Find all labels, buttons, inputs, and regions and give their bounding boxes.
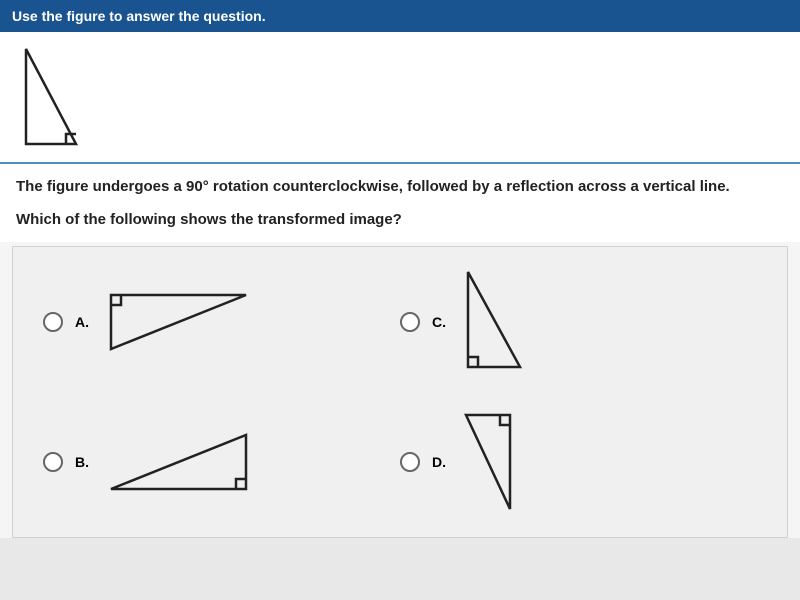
option-a[interactable]: A. (43, 267, 400, 377)
question-line-2: Which of the following shows the transfo… (0, 203, 800, 242)
radio-d[interactable] (400, 452, 420, 472)
radio-c[interactable] (400, 312, 420, 332)
question-pre: The figure undergoes a (16, 178, 186, 195)
triangle-d (458, 407, 518, 517)
original-triangle-svg (16, 44, 86, 149)
question-angle: 90° (186, 178, 209, 195)
triangle-b (101, 427, 251, 497)
option-b-label: B. (75, 454, 89, 470)
option-d-label: D. (432, 454, 446, 470)
options-container: A. C. B. (12, 246, 788, 538)
original-figure (0, 32, 800, 162)
radio-a[interactable] (43, 312, 63, 332)
option-c-label: C. (432, 314, 446, 330)
question-post: rotation counterclockwise, followed by a… (209, 178, 730, 195)
option-a-label: A. (75, 314, 89, 330)
triangle-c (458, 267, 528, 377)
option-c[interactable]: C. (400, 267, 757, 377)
radio-b[interactable] (43, 452, 63, 472)
option-b[interactable]: B. (43, 407, 400, 517)
option-d[interactable]: D. (400, 407, 757, 517)
content-area: The figure undergoes a 90° rotation coun… (0, 32, 800, 538)
question-line-1: The figure undergoes a 90° rotation coun… (0, 164, 800, 203)
header-instruction: Use the figure to answer the question. (12, 8, 266, 24)
header-bar: Use the figure to answer the question. (0, 0, 800, 32)
triangle-a (101, 287, 251, 357)
